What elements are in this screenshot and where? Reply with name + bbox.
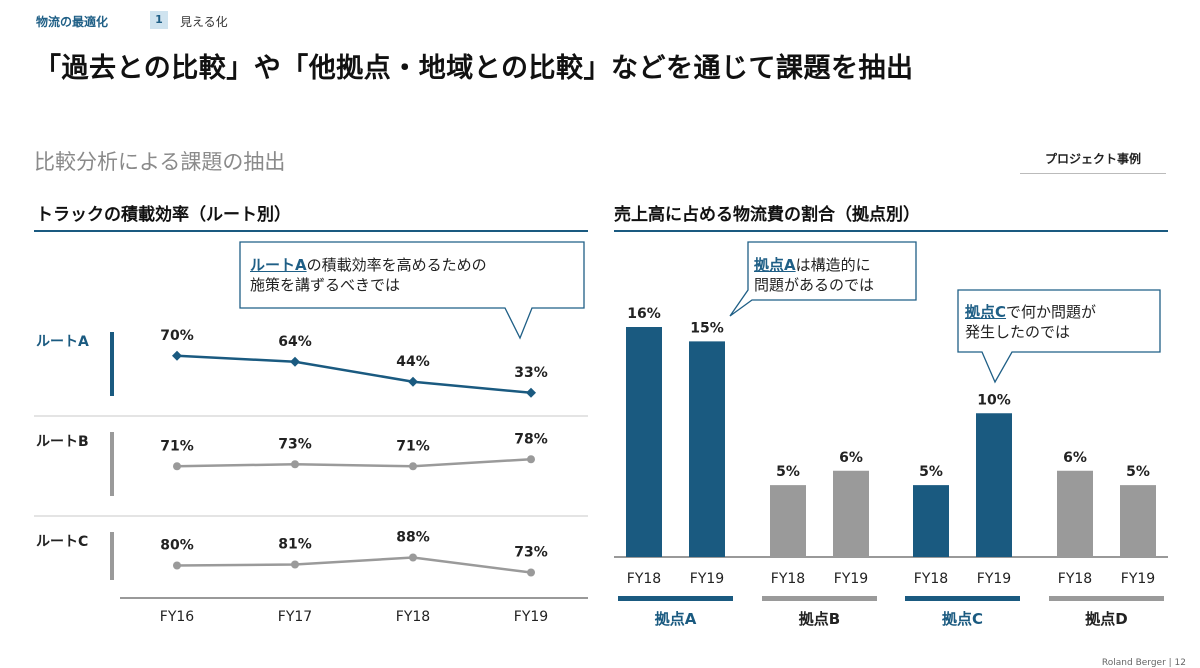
bar [1057, 470, 1093, 557]
site-a-callout-box [729, 241, 917, 317]
line-chart-title: トラックの積載効率（ルート別） [36, 205, 291, 225]
x-tick-label: FY19 [514, 609, 548, 625]
bar [689, 341, 725, 557]
bar [1120, 485, 1156, 557]
bar [913, 485, 949, 557]
x-tick-label: FY18 [396, 609, 430, 625]
series-line-2 [176, 556, 532, 574]
site-c-callout-box [957, 289, 1161, 384]
data-label: 33% [514, 365, 548, 381]
group-underline [1049, 596, 1164, 601]
bar-chart-title: 売上高に占める物流費の割合（拠点別） [614, 205, 920, 225]
bar-value-label: 5% [1126, 464, 1150, 480]
data-label: 81% [278, 537, 312, 553]
bar [976, 413, 1012, 557]
page-title: 「過去との比較」や「他拠点・地域との比較」などを通じて課題を抽出 [34, 53, 914, 84]
data-label: 73% [514, 545, 548, 561]
data-point [290, 356, 300, 367]
bar-x-tick-label: FY19 [690, 571, 724, 587]
page-subtitle: 比較分析による課題の抽出 [34, 150, 286, 174]
callout-highlight-route-a: ルートA [250, 256, 307, 274]
project-case-tag: プロジェクト事例 [1020, 145, 1166, 174]
breadcrumb-step-label: 見える化 [180, 15, 228, 29]
data-point [173, 462, 181, 471]
data-point [526, 387, 536, 398]
site-c-callout-text: 拠点Cで何か問題が 発生したのでは [965, 302, 1096, 342]
data-point [409, 462, 417, 471]
group-underline [618, 596, 733, 601]
bar-value-label: 15% [690, 320, 724, 336]
bar [626, 327, 662, 557]
bar-x-tick-label: FY19 [834, 571, 868, 587]
group-label: 拠点C [942, 610, 983, 628]
series-accent-bar-2 [110, 532, 114, 580]
series-name-1: ルートB [36, 434, 89, 450]
footer-brand: Roland Berger | 12 [1101, 658, 1186, 668]
data-label: 78% [514, 431, 548, 447]
data-point [173, 561, 181, 570]
x-tick-label: FY16 [160, 609, 195, 625]
bar-x-tick-label: FY19 [977, 571, 1011, 587]
group-underline [762, 596, 877, 601]
data-label: 80% [160, 538, 194, 554]
bar-value-label: 6% [839, 450, 863, 466]
series-accent-bar-1 [110, 432, 114, 496]
callout-line2: 発生したのでは [965, 323, 1071, 341]
data-point [527, 568, 535, 577]
x-tick-label: FY17 [278, 609, 312, 625]
callout-line1: で何か問題が [1006, 303, 1097, 321]
bar-x-tick-label: FY18 [1058, 571, 1092, 587]
bar-chart-title-rule [614, 230, 1168, 232]
route-a-callout-box [239, 241, 585, 340]
bar-value-label: 5% [776, 464, 800, 480]
footer-page-number: 12 [1174, 658, 1186, 668]
data-point [291, 460, 299, 469]
footer-brand-name: Roland Berger [1101, 658, 1166, 668]
series-name-2: ルートC [36, 534, 88, 550]
series-accent-bar-0 [110, 332, 114, 396]
callout-highlight-site-a: 拠点A [754, 256, 796, 274]
data-point [172, 350, 182, 361]
data-point [291, 560, 299, 569]
data-label: 88% [396, 530, 430, 546]
bar-value-label: 16% [627, 306, 661, 322]
bar [770, 485, 806, 557]
data-point [408, 376, 418, 387]
data-label: 64% [278, 334, 312, 350]
bar-value-label: 6% [1063, 450, 1087, 466]
data-label: 71% [160, 438, 194, 454]
bar-x-tick-label: FY18 [771, 571, 805, 587]
callout-line2: 問題があるのでは [754, 276, 875, 294]
bar-x-tick-label: FY19 [1121, 571, 1155, 587]
data-label: 70% [160, 328, 194, 344]
data-label: 71% [396, 438, 430, 454]
series-line-1 [176, 458, 532, 468]
series-line-0 [176, 354, 532, 394]
breadcrumb-section: 物流の最適化 [36, 15, 109, 29]
data-point [409, 553, 417, 562]
callout-line1: の積載効率を高めるための [306, 256, 487, 274]
route-a-callout-text: ルートAの積載効率を高めるための 施策を講ずるべきでは [250, 255, 487, 295]
bar [833, 470, 869, 557]
group-label: 拠点B [799, 610, 840, 628]
step-number-badge: 1 [150, 11, 168, 29]
bar-x-tick-label: FY18 [627, 571, 661, 587]
data-label: 44% [396, 354, 430, 370]
line-chart-title-rule [34, 230, 588, 232]
group-underline [905, 596, 1020, 601]
site-a-callout-text: 拠点Aは構造的に 問題があるのでは [754, 255, 874, 295]
callout-highlight-site-c: 拠点C [965, 303, 1007, 321]
group-label: 拠点D [1085, 610, 1127, 628]
bar-x-tick-label: FY18 [914, 571, 948, 587]
series-name-0: ルートA [36, 334, 89, 350]
bar-value-label: 10% [977, 392, 1011, 408]
callout-line2: 施策を講ずるべきでは [250, 276, 401, 294]
data-point [527, 455, 535, 464]
bar-value-label: 5% [919, 464, 943, 480]
group-label: 拠点A [655, 610, 697, 628]
data-label: 73% [278, 436, 312, 452]
callout-line1: は構造的に [795, 256, 871, 274]
